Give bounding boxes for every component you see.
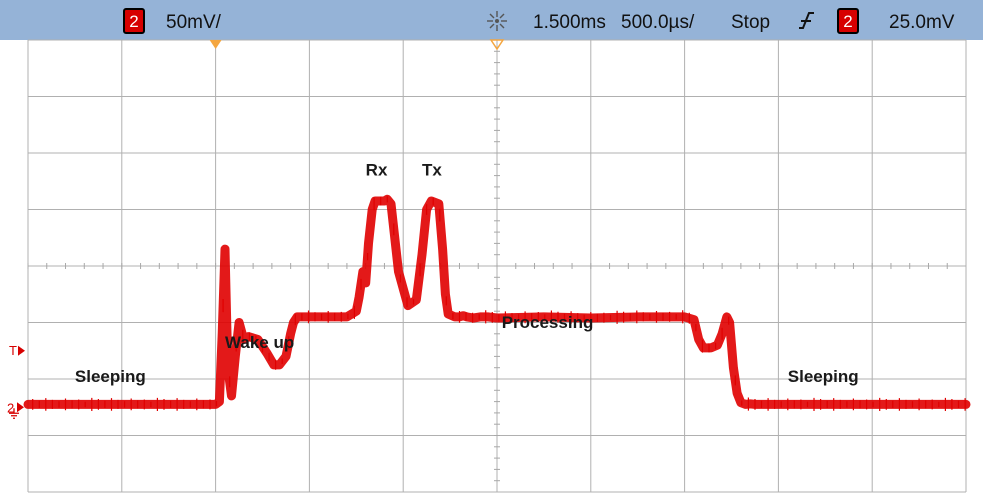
trigger-position-marker xyxy=(209,40,222,49)
trigger-channel-number: 2 xyxy=(843,12,852,31)
waveform-annotation: Processing xyxy=(502,313,594,332)
ground-marker-label: 2 xyxy=(7,400,14,415)
waveform-plot: Sleeping Wake up Rx Tx Processing Sleeping xyxy=(23,39,971,493)
trigger-level-readout[interactable]: 25.0mV xyxy=(889,12,955,33)
waveform-annotation: Wake up xyxy=(225,333,294,352)
waveform-annotation: Sleeping xyxy=(788,367,859,386)
trigger-channel-badge[interactable]: 2 xyxy=(837,8,859,34)
waveform-noise xyxy=(32,196,966,411)
time-offset-readout[interactable]: 1.500ms xyxy=(533,12,606,33)
channel-badge[interactable]: 2 xyxy=(123,8,145,34)
acquire-star-icon xyxy=(487,11,507,31)
status-bar xyxy=(0,0,983,40)
vertical-scale-readout[interactable]: 50mV/ xyxy=(166,12,222,33)
timebase-readout[interactable]: 500.0µs/ xyxy=(621,12,695,33)
rising-edge-icon xyxy=(799,12,814,29)
channel-number: 2 xyxy=(129,12,138,31)
trigger-marker-label: T xyxy=(9,343,17,358)
run-state[interactable]: Stop xyxy=(731,12,770,33)
channel-ground-marker[interactable]: 2 xyxy=(7,400,24,419)
waveform-annotation: Rx xyxy=(366,161,388,180)
time-reference-marker xyxy=(489,39,505,51)
trigger-level-marker[interactable]: T xyxy=(9,343,25,358)
waveform-annotation: Sleeping xyxy=(75,367,146,386)
waveform-annotation: Tx xyxy=(422,161,442,180)
